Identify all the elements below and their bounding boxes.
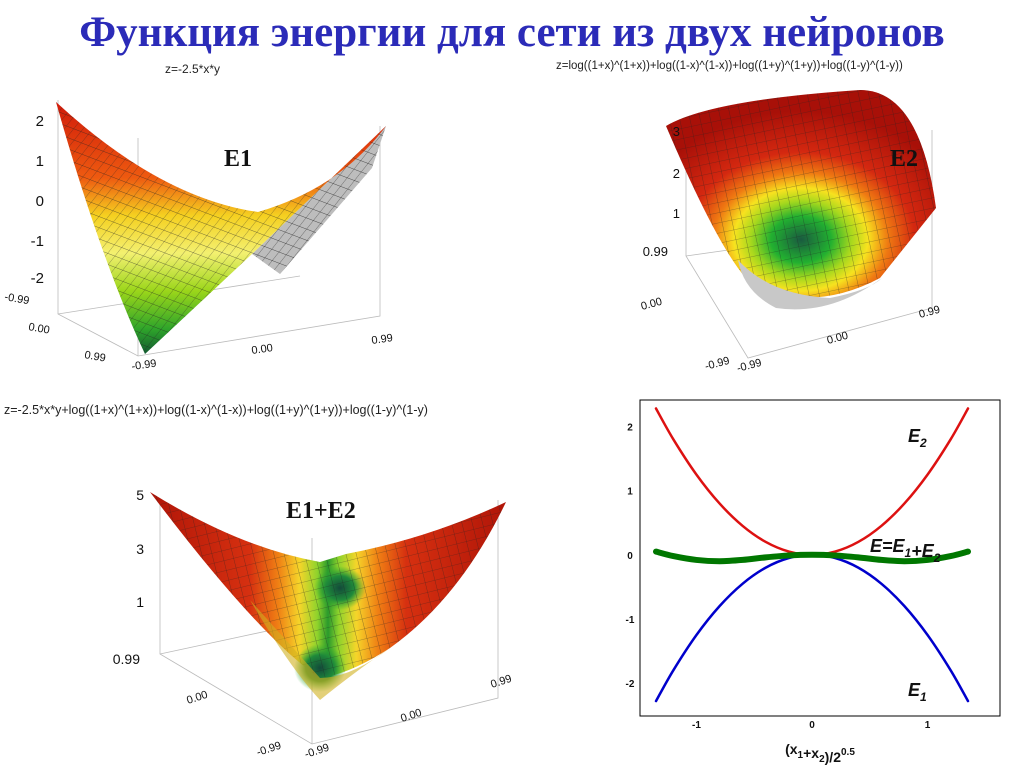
y-tick-label: 0 (627, 551, 633, 562)
sum-ytick: 0.99 (113, 651, 140, 667)
sum-ytick: 0.00 (185, 689, 209, 707)
e1-ztick: -1 (31, 233, 44, 250)
sum-surface-plot: 5 3 1 0.99 0.00 -0.99 -0.99 0.00 0.99 (113, 487, 514, 761)
e2-ztick: 2 (673, 166, 680, 181)
e1-ztick: -2 (31, 270, 44, 287)
y-tick-label: 2 (627, 422, 633, 433)
e2-ytick: -0.99 (704, 355, 731, 373)
page-title: Функция энергии для сети из двух нейроно… (79, 9, 945, 56)
e2-ztick: 3 (673, 124, 680, 139)
sum-label: E1+E2 (286, 498, 356, 524)
e1-ytick: 0.99 (83, 349, 106, 365)
e1-ztick: 0 (36, 193, 44, 210)
series-label: E1 (908, 680, 927, 704)
e2-label: E2 (890, 146, 919, 172)
e2-formula: z=log((1+x)^(1+x))+log((1-x)^(1-x))+log(… (556, 60, 903, 72)
sum-ztick: 5 (136, 487, 144, 503)
e2-xtick: -0.99 (736, 357, 763, 375)
e2-surface-plot: 3 2 1 0.99 0.00 -0.99 0.99 0.00 -0.99 (640, 90, 942, 375)
sum-ytick: -0.99 (255, 740, 283, 759)
series-label: E=E1+E2 (870, 536, 941, 565)
sum-xtick: -0.99 (303, 742, 331, 761)
series-label: E2 (908, 426, 927, 450)
series-line-e-e1-e2 (653, 548, 971, 565)
sum-xtick: 0.99 (489, 673, 513, 691)
e1-xtick: 0.00 (251, 342, 274, 357)
sum-ztick: 3 (136, 541, 144, 557)
e2-xtick: 0.99 (918, 304, 942, 321)
energy-cross-section-chart: 2 1 0 -1 -2 -1 0 1 E2 E=E1+E2 E1 (x1+x2)/20.5 (626, 399, 1001, 765)
sum-xtick: 0.00 (399, 707, 423, 725)
e2-ztick: 1 (673, 206, 680, 221)
x-axis-label: (x1+x2)/20.5 (785, 741, 855, 765)
x-tick-label: -1 (692, 720, 701, 731)
e1-ztick: 1 (36, 153, 44, 170)
y-tick-label: 1 (627, 487, 633, 498)
sum-formula: z=-2.5*x*y+log((1+x)^(1+x))+log((1-x)^(1… (4, 403, 428, 417)
e1-xtick: 0.99 (371, 332, 394, 347)
x-tick-label: 1 (925, 720, 931, 731)
e1-formula: z=-2.5*x*y (165, 62, 221, 76)
e1-ytick: -0.99 (3, 291, 30, 307)
e1-label: E1 (224, 146, 253, 172)
y-tick-label: -1 (626, 615, 635, 626)
e2-ytick: 0.00 (640, 296, 664, 313)
e1-ztick: 2 (36, 113, 44, 130)
e2-xtick: 0.00 (826, 330, 850, 347)
x-tick-label: 0 (809, 720, 815, 731)
e1-xtick: -0.99 (131, 358, 158, 373)
e1-surface-plot: 2 1 0 -1 -2 -0.99 0.00 0.99 -0.99 0.00 0… (3, 100, 394, 373)
y-tick-label: -2 (626, 679, 635, 690)
sum-ztick: 1 (136, 594, 144, 610)
e1-ytick: 0.00 (27, 321, 50, 337)
e2-ytick: 0.99 (643, 244, 668, 259)
